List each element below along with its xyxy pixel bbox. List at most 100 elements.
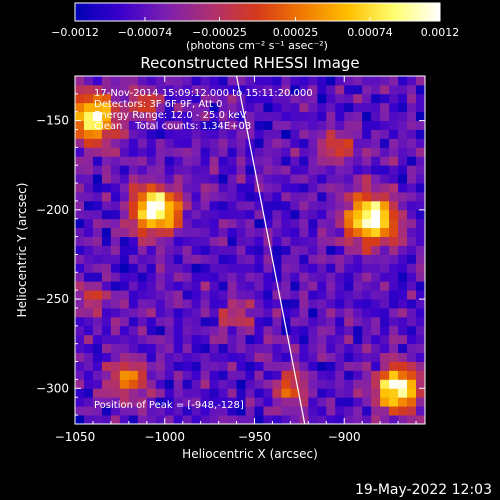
heatmap-cell — [146, 299, 157, 309]
heatmap-cell — [191, 138, 202, 148]
heatmap-cell — [83, 227, 94, 238]
heatmap-cell — [389, 227, 399, 238]
heatmap-cell — [75, 397, 85, 407]
heatmap-cell — [335, 183, 345, 193]
heatmap-cell — [308, 209, 318, 220]
heatmap-cell — [75, 200, 85, 211]
heatmap-cell — [110, 200, 121, 211]
heatmap-cell — [335, 93, 345, 104]
heatmap-cell — [263, 254, 273, 264]
heatmap-cell — [101, 361, 112, 371]
heatmap-cell — [371, 102, 381, 113]
heatmap-cell — [245, 272, 255, 282]
heatmap-cell — [299, 183, 309, 193]
heatmap-cell — [362, 334, 372, 345]
heatmap-cell — [128, 343, 139, 354]
heatmap-cell — [209, 263, 219, 273]
heatmap-cell — [272, 147, 282, 157]
heatmap-cell — [119, 165, 130, 175]
heatmap-cell — [173, 147, 184, 157]
heatmap-cell — [416, 227, 425, 238]
heatmap-cell — [254, 290, 264, 300]
heatmap-cell — [227, 281, 237, 291]
heatmap-cell — [128, 236, 139, 246]
heatmap-cell — [380, 352, 390, 362]
heatmap-cell — [272, 129, 282, 139]
heatmap-cell — [119, 76, 130, 86]
heatmap-cell — [398, 290, 408, 300]
x-tick-label: −950 — [238, 430, 271, 444]
heatmap-cell — [317, 272, 327, 282]
heatmap-cell — [335, 200, 345, 211]
heatmap-cell — [299, 325, 309, 336]
x-tick-label: −1050 — [55, 430, 96, 444]
heatmap-cell — [308, 325, 318, 336]
heatmap-cell — [236, 102, 246, 113]
heatmap-cell — [290, 388, 300, 398]
heatmap-cell — [146, 174, 157, 184]
heatmap-cell — [146, 308, 157, 318]
heatmap-cell — [344, 370, 354, 380]
heatmap-cell — [119, 325, 130, 336]
heatmap-cell — [218, 245, 228, 255]
heatmap-cell — [110, 102, 121, 113]
heatmap-cell — [416, 299, 425, 309]
heatmap-cell — [308, 388, 318, 398]
heatmap-cell — [299, 299, 309, 309]
heatmap-cell — [290, 308, 300, 318]
heatmap-cell — [119, 388, 130, 398]
heatmap-cell — [281, 111, 291, 122]
heatmap-cell — [191, 370, 202, 380]
heatmap-cell — [398, 174, 408, 184]
heatmap-cell — [416, 209, 425, 220]
heatmap-cell — [75, 254, 85, 264]
heatmap-cell — [344, 352, 354, 362]
heatmap-cell — [137, 325, 148, 336]
colorbar-units-label: (photons cm⁻² s⁻¹ asec⁻²) — [186, 39, 328, 52]
colorbar-tick-label: −0.00074 — [118, 26, 173, 39]
heatmap-cell — [245, 192, 255, 202]
heatmap-cell — [308, 290, 318, 300]
heatmap-cell — [389, 174, 399, 184]
heatmap-cell — [308, 84, 318, 95]
heatmap-cell — [200, 138, 211, 148]
heatmap-cell — [110, 397, 121, 407]
heatmap-cell — [254, 174, 264, 184]
heatmap-cell — [389, 406, 399, 416]
heatmap-cell — [83, 111, 94, 122]
heatmap-cell — [137, 397, 148, 407]
heatmap-cell — [200, 254, 211, 264]
heatmap-cell — [317, 308, 327, 318]
heatmap-cell — [353, 406, 363, 416]
heatmap-cell — [200, 263, 211, 273]
heatmap-cell — [182, 343, 193, 354]
heatmap-cell — [308, 165, 318, 175]
heatmap-cell — [389, 200, 399, 211]
heatmap-cell — [317, 147, 327, 157]
heatmap-cell — [209, 147, 219, 157]
heatmap-cell — [218, 156, 228, 166]
heatmap-cell — [308, 370, 318, 380]
heatmap-cell — [164, 245, 175, 255]
heatmap-cell — [398, 236, 408, 246]
y-tick-label: −250 — [36, 292, 69, 306]
heatmap-cell — [353, 325, 363, 336]
heatmap-cell — [101, 84, 112, 95]
heatmap-cell — [110, 406, 121, 416]
heatmap-cell — [164, 361, 175, 371]
heatmap-cell — [263, 138, 273, 148]
heatmap-cell — [362, 272, 372, 282]
heatmap-cell — [92, 102, 103, 113]
heatmap-cell — [155, 334, 166, 345]
heatmap-cell — [110, 308, 121, 318]
heatmap-cell — [380, 200, 390, 211]
heatmap-cell — [344, 316, 354, 327]
heatmap-cell — [362, 218, 372, 229]
heatmap-cell — [164, 406, 175, 416]
heatmap-cell — [317, 281, 327, 291]
heatmap-cell — [416, 147, 425, 157]
heatmap-cell — [344, 192, 354, 202]
heatmap-cell — [227, 406, 237, 416]
heatmap-cell — [83, 147, 94, 157]
heatmap-cell — [272, 102, 282, 113]
